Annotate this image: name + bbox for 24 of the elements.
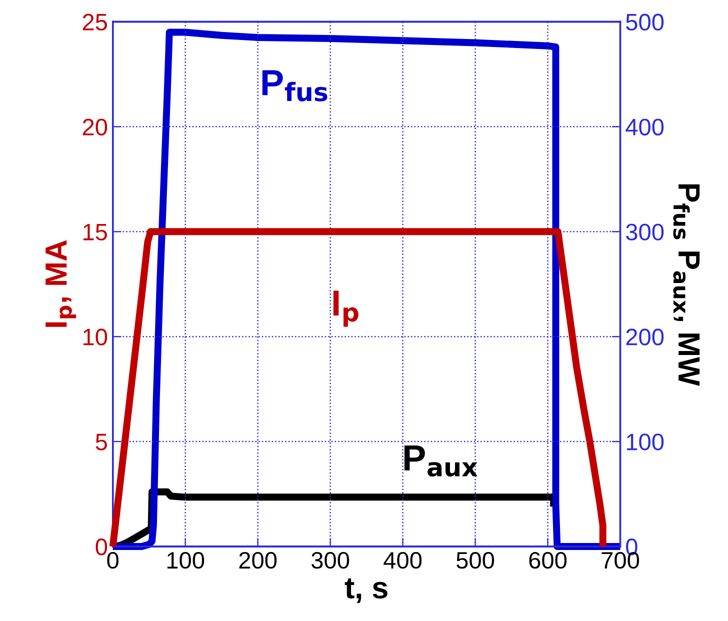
series-label: I$_{p}$: [333, 290, 358, 327]
x-tick-label: 100: [167, 552, 204, 569]
y2-tick-label: 200: [626, 328, 664, 346]
x-tick-label: 400: [384, 552, 422, 569]
y2-tick-label: 100: [626, 434, 664, 450]
y2-tick-label: 500: [626, 14, 664, 31]
x-tick-label: 600: [529, 552, 567, 569]
y-tick-label: 25: [82, 14, 107, 31]
x-tick-label: 200: [239, 552, 277, 569]
y2-tick-label: 300: [626, 224, 664, 240]
y-tick-label: 0: [96, 538, 108, 556]
y-tick-label: 20: [82, 118, 108, 136]
y2-tick-label: 400: [626, 118, 664, 136]
y2-axis-title: P$_{fus}$ P$_{aux}$, MW: [673, 184, 700, 386]
x-tick-label: 0: [107, 552, 118, 569]
y-tick-label: 15: [84, 224, 107, 240]
series-label: P$_{aux}$: [404, 445, 478, 477]
series-label: P$_{fus}$: [262, 70, 328, 102]
y-axis-title: I$_{p}$, MA: [46, 240, 76, 327]
y-tick-label: 10: [84, 328, 108, 346]
x-axis-title: t, s: [344, 578, 388, 604]
x-tick-label: 300: [312, 552, 350, 569]
x-tick-label: 500: [456, 552, 494, 569]
y-tick-label: 5: [96, 434, 107, 450]
